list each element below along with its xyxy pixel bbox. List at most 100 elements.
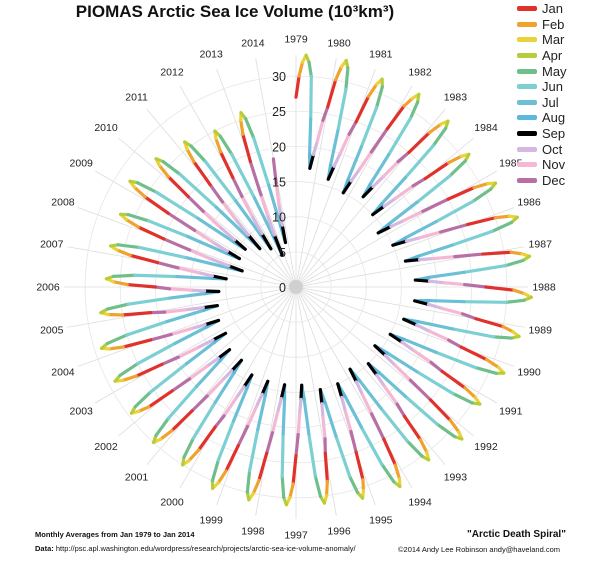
series-segment-feb bbox=[107, 345, 125, 351]
grid-spoke bbox=[295, 109, 446, 288]
series-segment-sep bbox=[201, 304, 219, 310]
series-segment-sep bbox=[203, 318, 221, 327]
series-segment-jan bbox=[466, 216, 497, 227]
series-segment-nov bbox=[432, 255, 457, 261]
year-label: 1997 bbox=[284, 530, 308, 542]
series-segment-jun bbox=[149, 362, 189, 394]
grid-spoke bbox=[94, 286, 297, 404]
series-segment-jul bbox=[232, 386, 249, 423]
series-segment-may bbox=[243, 117, 256, 140]
series-segment-jul bbox=[168, 292, 207, 300]
series-segment-jan bbox=[241, 132, 252, 164]
series-segment-jan bbox=[385, 104, 406, 131]
grid-ring bbox=[260, 251, 332, 323]
series-segment-jan bbox=[407, 131, 431, 154]
series-segment-jan bbox=[429, 398, 452, 422]
series-segment-may bbox=[435, 422, 457, 439]
grid-spoke bbox=[295, 286, 498, 404]
year-label: 2006 bbox=[36, 282, 60, 294]
legend-label: Jan bbox=[542, 1, 563, 17]
series-segment-jul bbox=[186, 234, 228, 255]
grid-spoke bbox=[255, 286, 297, 516]
series-segment-jul bbox=[185, 256, 230, 270]
series-segment-dec bbox=[265, 431, 275, 455]
grid-spoke bbox=[295, 137, 474, 288]
legend-item-oct: Oct bbox=[517, 141, 567, 157]
legend-swatch bbox=[517, 53, 537, 59]
series-segment-jun bbox=[359, 425, 384, 466]
series-segment-dec bbox=[208, 183, 225, 204]
series-segment-jul bbox=[368, 152, 391, 187]
series-segment-sep bbox=[373, 344, 387, 358]
series-segment-oct bbox=[210, 240, 230, 253]
series-segment-sep bbox=[326, 164, 336, 181]
series-segment-dec bbox=[411, 176, 427, 188]
series-segment-sep bbox=[242, 373, 254, 389]
series-segment-jul bbox=[307, 117, 313, 156]
radial-tick-label: 30 bbox=[272, 70, 286, 84]
series-segment-jan bbox=[224, 443, 240, 473]
series-segment-sep bbox=[272, 233, 284, 257]
legend-swatch bbox=[517, 6, 537, 12]
series-segment-nov bbox=[167, 287, 193, 292]
series-segment-dec bbox=[463, 282, 488, 289]
series-segment-jan bbox=[382, 437, 397, 467]
series-segment-jun bbox=[462, 300, 508, 304]
series-segment-dec bbox=[153, 285, 172, 291]
series-segment-jan bbox=[121, 338, 153, 349]
series-segment-sep bbox=[230, 358, 244, 373]
year-label: 1994 bbox=[408, 496, 432, 508]
grid-spoke bbox=[295, 286, 413, 489]
series-segment-oct bbox=[320, 402, 325, 420]
series-segment-feb bbox=[251, 478, 261, 496]
series-segment-nov bbox=[176, 266, 201, 275]
series-segment-feb bbox=[501, 325, 515, 334]
series-segment-dec bbox=[166, 211, 197, 233]
series-segment-jan bbox=[484, 285, 516, 292]
year-label: 1979 bbox=[284, 34, 308, 46]
series-segment-jun bbox=[247, 428, 260, 473]
series-segment-jan bbox=[147, 389, 174, 409]
legend-swatch bbox=[517, 146, 537, 152]
series-segment-may bbox=[126, 213, 151, 223]
grid-spoke bbox=[118, 286, 297, 437]
series-segment-jul bbox=[328, 129, 340, 167]
series-segment-may bbox=[133, 390, 153, 409]
series-segment-oct bbox=[354, 380, 365, 397]
series-segment-oct bbox=[205, 356, 220, 369]
series-segment-jan bbox=[402, 414, 422, 442]
series-segment-dec bbox=[213, 414, 226, 429]
legend-label: Nov bbox=[542, 157, 566, 173]
series-segment-oct bbox=[400, 340, 416, 352]
series-segment-oct bbox=[265, 213, 277, 237]
series-segment-jun bbox=[403, 394, 439, 426]
series-segment-may bbox=[431, 126, 448, 148]
series-segment-dec bbox=[453, 252, 485, 259]
series-segment-jul bbox=[387, 200, 419, 226]
series-segment-jun bbox=[125, 319, 169, 337]
series-segment-nov bbox=[220, 200, 237, 221]
series-segment-jun bbox=[336, 87, 348, 133]
series-segment-sep bbox=[225, 249, 242, 261]
series-segment-oct bbox=[389, 218, 406, 229]
series-segment-sep bbox=[413, 278, 432, 283]
series-segment-jun bbox=[167, 384, 199, 420]
series-segment-jan bbox=[446, 186, 476, 201]
series-segment-feb bbox=[509, 250, 524, 256]
series-segment-sep bbox=[246, 233, 262, 251]
series-segment-oct bbox=[276, 396, 283, 414]
series-segment-feb bbox=[512, 288, 526, 296]
year-label: 1986 bbox=[517, 197, 541, 209]
series-segment-jun bbox=[415, 174, 452, 204]
series-segment-dec bbox=[349, 429, 358, 454]
series-segment-nov bbox=[188, 248, 211, 260]
series-segment-dec bbox=[170, 377, 192, 393]
legend-swatch bbox=[517, 115, 537, 121]
series-segment-jan bbox=[323, 451, 329, 483]
series-segment-sep bbox=[233, 238, 247, 251]
series-segment-oct bbox=[298, 397, 303, 416]
series-segment-sep bbox=[376, 224, 393, 235]
series-segment-jan bbox=[128, 253, 160, 265]
series-segment-jun bbox=[379, 406, 409, 443]
series-segment-may bbox=[408, 100, 420, 120]
